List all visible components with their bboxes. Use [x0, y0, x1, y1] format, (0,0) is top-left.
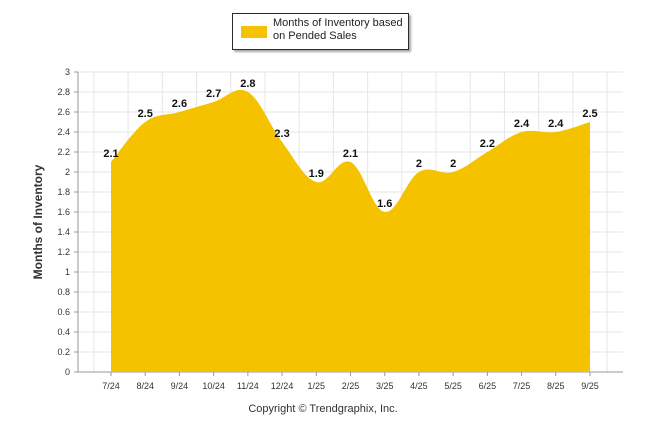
x-tick-label: 12/24 [271, 381, 294, 391]
data-labels: 2.1 2.5 2.6 2.7 2.8 2.3 1.9 2.1 1.6 2 2 2.2 2.4 2.4 2.… [103, 78, 597, 210]
y-tick-label: 3 [65, 67, 70, 77]
y-tick-label: 1.2 [57, 247, 70, 257]
y-tick-label: 2.2 [57, 147, 70, 157]
y-tick-label: 0.4 [57, 327, 70, 337]
x-tick-label: 6/25 [479, 381, 497, 391]
x-tick-labels: 7/24 8/24 9/24 10/24 11/24 12/24 1/25 2/25 3/25 4… [102, 372, 599, 391]
y-tick-label: 2.8 [57, 87, 70, 97]
y-tick-label: 1.4 [57, 227, 70, 237]
y-tick-label: 2.4 [57, 127, 70, 137]
data-label: 2.6 [172, 98, 187, 110]
y-tick-label: 0.8 [57, 287, 70, 297]
data-label: 2.1 [103, 148, 118, 160]
y-tick-label: 2 [65, 167, 70, 177]
area-series [111, 89, 590, 372]
data-label: 1.9 [309, 168, 324, 180]
data-label: 2.7 [206, 88, 221, 100]
y-tick-labels: 0 0.2 0.4 0.6 0.8 1 1.2 1.4 1.6 1.8 2 2.2 2.4 2.6 2.8 3 [57, 67, 78, 377]
data-label: 2.3 [274, 128, 289, 140]
data-label: 2 [416, 158, 422, 170]
y-tick-label: 1 [65, 267, 70, 277]
copyright-text: Copyright © Trendgraphix, Inc. [248, 403, 398, 415]
y-tick-label: 1.6 [57, 207, 70, 217]
data-label: 2.5 [582, 108, 597, 120]
y-axis-title: Months of Inventory [31, 164, 45, 279]
y-tick-label: 2.6 [57, 107, 70, 117]
data-label: 1.6 [377, 198, 392, 210]
legend-label: Months of Inventory based on Pended Sale… [273, 17, 403, 42]
y-tick-label: 1.8 [57, 187, 70, 197]
data-label: 2.4 [514, 118, 530, 130]
legend-swatch [241, 26, 267, 38]
x-tick-label: 4/25 [410, 381, 428, 391]
x-tick-label: 8/25 [547, 381, 565, 391]
y-tick-label: 0 [65, 367, 70, 377]
x-tick-label: 8/24 [136, 381, 154, 391]
data-label: 2.5 [138, 108, 153, 120]
x-tick-label: 11/24 [237, 381, 259, 391]
data-label: 2.8 [240, 78, 255, 90]
data-label: 2.4 [548, 118, 564, 130]
x-tick-label: 9/24 [171, 381, 189, 391]
x-tick-label: 7/25 [513, 381, 531, 391]
x-tick-label: 3/25 [376, 381, 394, 391]
y-tick-label: 0.6 [57, 307, 70, 317]
legend: Months of Inventory based on Pended Sale… [232, 13, 409, 50]
x-tick-label: 10/24 [202, 381, 225, 391]
x-tick-label: 7/24 [102, 381, 120, 391]
data-label: 2.2 [480, 138, 495, 150]
data-label: 2.1 [343, 148, 358, 160]
y-tick-label: 0.2 [57, 347, 70, 357]
x-tick-label: 1/25 [308, 381, 326, 391]
data-label: 2 [450, 158, 456, 170]
x-tick-label: 5/25 [444, 381, 462, 391]
x-tick-label: 9/25 [581, 381, 599, 391]
x-tick-label: 2/25 [342, 381, 360, 391]
